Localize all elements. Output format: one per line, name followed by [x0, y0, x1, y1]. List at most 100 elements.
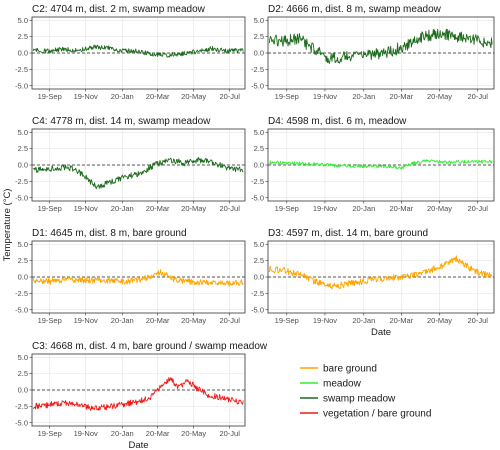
panel-border	[267, 16, 495, 90]
y-tick-label: 5.0	[254, 128, 264, 137]
y-tick-label: 0.0	[18, 386, 28, 395]
y-tick-label: 2.5	[18, 369, 28, 378]
y-tick-label: 5.0	[18, 16, 28, 25]
y-tick-label: -5.0	[251, 81, 264, 90]
y-tick-label: 2.5	[254, 144, 264, 153]
x-tick-label: 20-Jan	[111, 316, 134, 325]
x-tick-label: 19-Sep	[275, 204, 299, 213]
x-tick-label: 20-Jan	[352, 316, 375, 325]
series-line	[32, 44, 244, 58]
panel-title: D1: 4645 m, dist. 8 m, bare ground	[32, 228, 187, 239]
panel-4: D4: 4598 m, dist. 6 m, meadow 5.0 2.5 0.0 -2…	[251, 116, 495, 213]
panel-title: D3: 4597 m, dist. 14 m, bare ground	[268, 228, 428, 239]
y-tick-label: 0.0	[254, 49, 264, 58]
x-tick-label: 20-Mar	[146, 316, 170, 325]
y-axis-label: Temperature (°C)	[2, 189, 13, 262]
x-tick-label: 20-May	[181, 204, 206, 213]
x-tick-label: 19-Nov	[74, 429, 98, 438]
panel-5: D1: 4645 m, dist. 8 m, bare ground 5.0 2.5…	[15, 228, 246, 325]
y-tick-label: -5.0	[15, 193, 28, 202]
panel-6: D3: 4597 m, dist. 14 m, bare ground 5.0 2.…	[251, 228, 495, 338]
x-tick-label: 20-May	[181, 316, 206, 325]
y-tick-label: -2.5	[15, 289, 28, 298]
panel-title: D4: 4598 m, dist. 6 m, meadow	[268, 116, 407, 127]
x-tick-label: 20-Mar	[389, 204, 413, 213]
x-tick-label: 19-Sep	[275, 316, 299, 325]
panel-title: C2: 4704 m, dist. 2 m, swamp meadow	[32, 4, 206, 15]
series-line	[32, 269, 244, 287]
y-tick-label: 5.0	[18, 128, 28, 137]
panel-border	[31, 353, 246, 427]
x-tick-label: 20-May	[427, 204, 452, 213]
x-tick-label: 20-Jan	[111, 204, 134, 213]
panel-border	[31, 128, 246, 202]
x-tick-label: 20-Jul	[468, 204, 489, 213]
y-tick-label: 2.5	[18, 144, 28, 153]
y-tick-label: 5.0	[254, 16, 264, 25]
x-axis-label: Date	[371, 327, 391, 338]
x-tick-label: 19-Sep	[38, 92, 62, 101]
y-tick-label: 5.0	[18, 353, 28, 362]
x-tick-label: 20-Jul	[219, 429, 240, 438]
series-line	[32, 157, 244, 190]
y-tick-label: 0.0	[18, 49, 28, 58]
x-tick-label: 20-Jan	[111, 92, 134, 101]
panel-border	[31, 16, 246, 90]
panel-7: C3: 4668 m, dist. 4 m, bare ground / swa…	[15, 341, 268, 450]
y-tick-label: 2.5	[18, 32, 28, 41]
series-line	[268, 28, 493, 64]
panel-border	[31, 240, 246, 314]
panel-3: C4: 4778 m, dist. 14 m, swamp meadow 5.0 2…	[15, 116, 246, 213]
legend-label: bare ground	[323, 364, 377, 375]
y-tick-label: 0.0	[254, 273, 264, 282]
x-tick-label: 19-Nov	[313, 316, 337, 325]
series-line	[32, 376, 244, 411]
y-tick-label: -5.0	[251, 305, 264, 314]
y-tick-label: -2.5	[251, 177, 264, 186]
x-tick-label: 19-Nov	[313, 92, 337, 101]
y-tick-label: -5.0	[15, 305, 28, 314]
y-tick-label: 2.5	[254, 256, 264, 265]
legend-label: vegetation / bare ground	[323, 409, 431, 420]
x-tick-label: 20-Jul	[219, 204, 240, 213]
x-tick-label: 20-Mar	[389, 92, 413, 101]
x-tick-label: 20-Jul	[468, 316, 489, 325]
x-tick-label: 20-May	[427, 92, 452, 101]
x-tick-label: 20-Jul	[219, 316, 240, 325]
x-tick-label: 20-Mar	[146, 92, 170, 101]
y-tick-label: 5.0	[254, 240, 264, 249]
y-tick-label: -5.0	[251, 193, 264, 202]
panel-1: C2: 4704 m, dist. 2 m, swamp meadow 5.0 2.…	[15, 4, 246, 101]
x-tick-label: 20-Jul	[468, 92, 489, 101]
y-tick-label: -2.5	[251, 289, 264, 298]
y-tick-label: -5.0	[15, 81, 28, 90]
panel-2: D2: 4666 m, dist. 8 m, swamp meadow 5.0 2.…	[251, 4, 495, 101]
x-tick-label: 20-Jan	[111, 429, 134, 438]
x-tick-label: 19-Nov	[74, 92, 98, 101]
y-tick-label: 2.5	[18, 256, 28, 265]
y-tick-label: -2.5	[15, 65, 28, 74]
x-tick-label: 19-Sep	[38, 316, 62, 325]
series-line	[268, 255, 493, 290]
panel-border	[267, 128, 495, 202]
panel-title: D2: 4666 m, dist. 8 m, swamp meadow	[268, 4, 442, 15]
y-tick-label: -2.5	[251, 65, 264, 74]
x-tick-label: 20-Mar	[389, 316, 413, 325]
legend-label: meadow	[323, 379, 362, 390]
x-tick-label: 19-Sep	[38, 429, 62, 438]
y-tick-label: 2.5	[254, 32, 264, 41]
x-tick-label: 20-Jan	[352, 204, 375, 213]
x-tick-label: 20-Jan	[352, 92, 375, 101]
x-tick-label: 19-Sep	[38, 204, 62, 213]
y-tick-label: 5.0	[18, 240, 28, 249]
x-tick-label: 19-Sep	[275, 92, 299, 101]
x-tick-label: 19-Nov	[74, 316, 98, 325]
y-tick-label: 0.0	[254, 161, 264, 170]
panel-border	[267, 240, 495, 314]
y-tick-label: 0.0	[18, 273, 28, 282]
legend: bare ground meadow swamp meadow vegetation …	[300, 364, 431, 420]
x-tick-label: 20-Mar	[146, 429, 170, 438]
x-tick-label: 20-May	[427, 316, 452, 325]
panel-title: C4: 4778 m, dist. 14 m, swamp meadow	[32, 116, 211, 127]
